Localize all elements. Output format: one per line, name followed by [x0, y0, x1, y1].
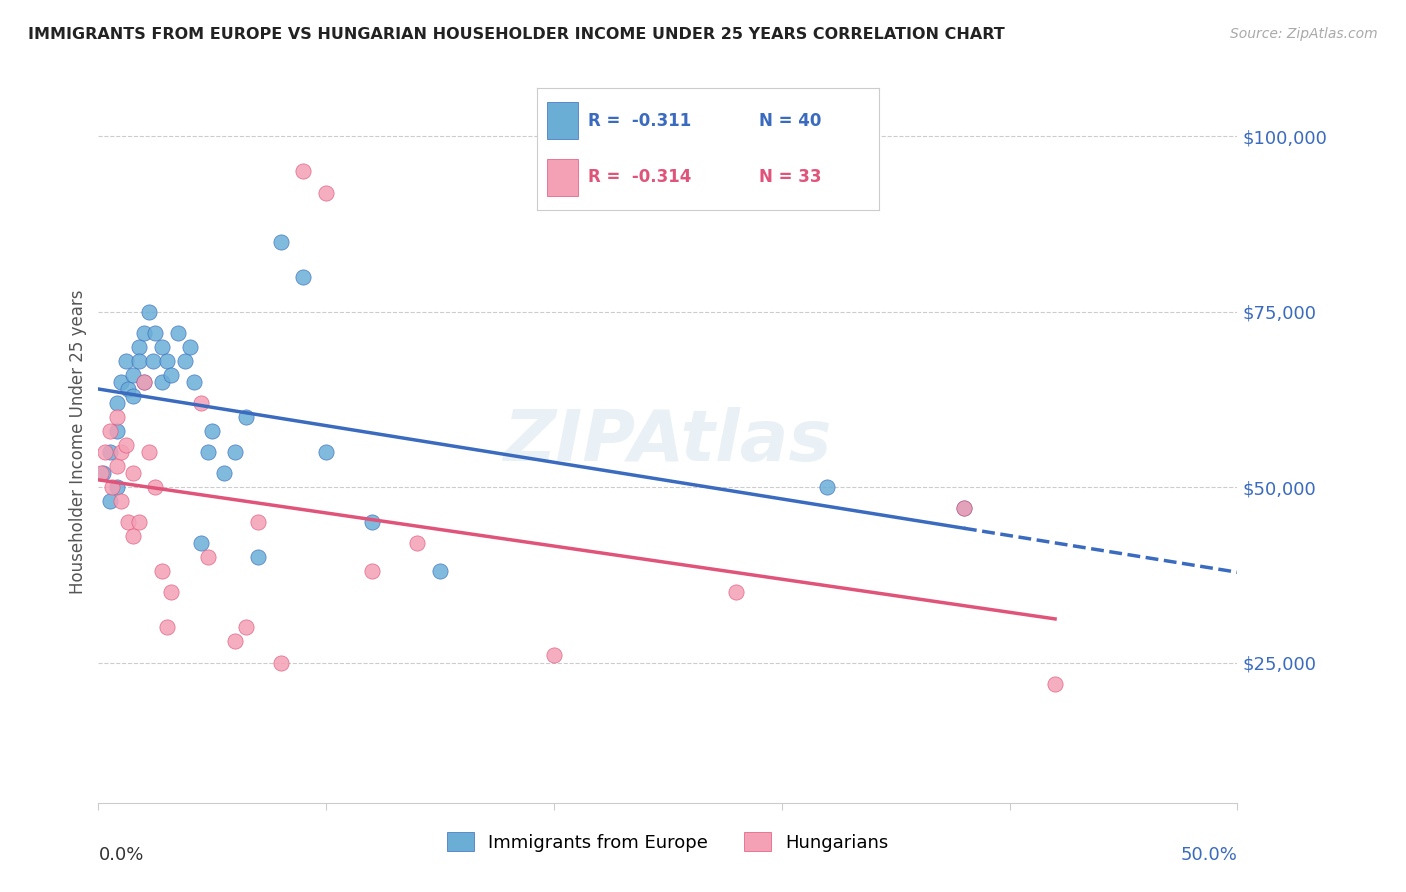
Point [190, 536, 212, 550]
Point [128, 515, 150, 529]
Point [953, 501, 976, 516]
Point [117, 382, 139, 396]
Point [142, 354, 165, 368]
Point [406, 536, 429, 550]
Text: 0.0%: 0.0% [98, 847, 143, 864]
Point [98, 494, 121, 508]
Point [246, 550, 269, 565]
Point [150, 340, 173, 354]
Point [953, 501, 976, 516]
Point [246, 515, 269, 529]
Point [121, 368, 143, 382]
Point [138, 305, 160, 319]
Point [105, 459, 128, 474]
Point [145, 326, 167, 340]
Point [160, 368, 183, 382]
Point [110, 494, 132, 508]
Point [105, 480, 128, 494]
Point [179, 340, 201, 354]
Point [360, 515, 382, 529]
Point [150, 564, 173, 578]
Point [98, 445, 121, 459]
Point [429, 564, 451, 578]
Point [543, 648, 565, 663]
Point [235, 620, 257, 634]
Point [128, 354, 150, 368]
Point [156, 620, 179, 634]
Text: IMMIGRANTS FROM EUROPE VS HUNGARIAN HOUSEHOLDER INCOME UNDER 25 YEARS CORRELATIO: IMMIGRANTS FROM EUROPE VS HUNGARIAN HOUS… [28, 27, 1005, 42]
Point [725, 585, 748, 599]
Point [197, 550, 219, 565]
Point [145, 480, 167, 494]
Point [105, 396, 128, 410]
Point [315, 186, 337, 200]
Point [292, 269, 315, 284]
Point [167, 326, 190, 340]
Point [121, 466, 143, 480]
Point [90, 466, 112, 480]
Point [201, 424, 224, 438]
Point [138, 445, 160, 459]
Point [150, 375, 173, 389]
Point [117, 515, 139, 529]
Point [197, 445, 219, 459]
Text: ZIPAtlas: ZIPAtlas [503, 407, 832, 476]
Point [156, 354, 179, 368]
Point [212, 466, 235, 480]
Point [105, 424, 128, 438]
Point [315, 445, 337, 459]
Point [815, 480, 838, 494]
Point [160, 585, 183, 599]
Point [114, 438, 136, 452]
Point [270, 235, 292, 249]
Point [121, 529, 143, 543]
Point [270, 656, 292, 670]
Y-axis label: Householder Income Under 25 years: Householder Income Under 25 years [69, 289, 87, 594]
Point [132, 375, 155, 389]
Point [94, 445, 117, 459]
Point [174, 354, 197, 368]
Legend: Immigrants from Europe, Hungarians: Immigrants from Europe, Hungarians [440, 825, 896, 859]
Point [121, 389, 143, 403]
Point [190, 396, 212, 410]
Point [132, 375, 155, 389]
Point [360, 564, 382, 578]
Point [110, 375, 132, 389]
Text: Source: ZipAtlas.com: Source: ZipAtlas.com [1230, 27, 1378, 41]
Point [224, 634, 246, 648]
Point [110, 445, 132, 459]
Point [114, 354, 136, 368]
Point [1043, 676, 1066, 690]
Point [105, 409, 128, 424]
Text: 50.0%: 50.0% [1181, 847, 1237, 864]
Point [101, 480, 124, 494]
Point [183, 375, 205, 389]
Point [98, 424, 121, 438]
Point [235, 409, 257, 424]
Point [128, 340, 150, 354]
Point [132, 326, 155, 340]
Point [91, 466, 114, 480]
Point [292, 164, 315, 178]
Point [224, 445, 246, 459]
